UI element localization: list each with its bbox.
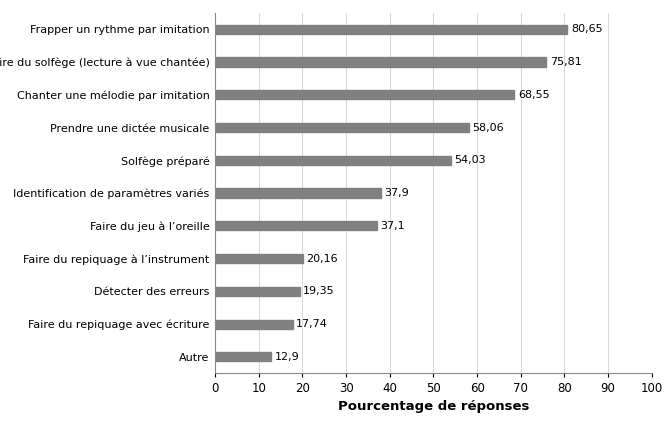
Text: 20,16: 20,16 [306,254,338,263]
Text: 37,9: 37,9 [384,188,409,198]
Text: 12,9: 12,9 [275,352,300,362]
Text: 17,74: 17,74 [296,319,328,329]
Bar [215,123,468,132]
X-axis label: Pourcentage de réponses: Pourcentage de réponses [338,400,529,413]
Text: 58,06: 58,06 [472,123,504,133]
Text: 68,55: 68,55 [518,90,550,100]
Text: 75,81: 75,81 [550,57,581,67]
Bar [215,352,271,362]
Text: 54,03: 54,03 [454,155,486,165]
Text: 19,35: 19,35 [303,286,335,296]
Bar [215,221,377,230]
Bar [215,287,300,296]
Bar [215,188,380,198]
Bar [215,24,567,34]
Bar [215,254,303,263]
Bar [215,320,292,329]
Text: 80,65: 80,65 [571,24,602,34]
Bar [215,156,451,165]
Text: 37,1: 37,1 [380,221,405,231]
Bar [215,90,515,100]
Bar [215,57,546,66]
